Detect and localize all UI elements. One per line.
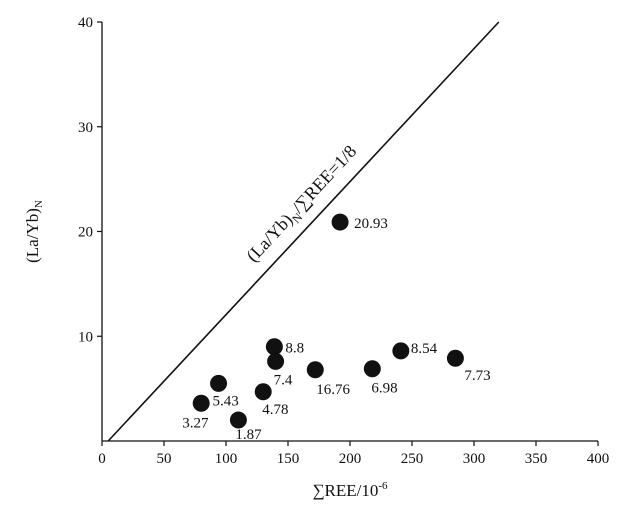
x-tick-label: 250 <box>401 451 424 467</box>
data-label: 5.43 <box>213 393 239 409</box>
x-tick-label: 200 <box>339 451 362 467</box>
data-points: 3.275.43 1.874.78 8.8 7.4 16.76 20.93 6.98 8.54… <box>182 213 491 443</box>
data-point <box>254 383 272 401</box>
x-axis-title-main: ∑REE/10 <box>312 481 378 500</box>
y-tick-label: 40 <box>78 15 93 31</box>
data-point <box>306 361 324 379</box>
x-tick-label: 0 <box>98 451 106 467</box>
data-label: 8.8 <box>285 341 304 357</box>
x-tick-label: 400 <box>587 451 610 467</box>
x-tick-label: 150 <box>277 451 300 467</box>
axes: 0 50 100 150 200 250 300 350 400 10 20 30 40 <box>78 15 609 467</box>
data-point <box>267 352 285 370</box>
axis-titles: ∑REE/10-6 (La/Yb)N <box>23 200 388 500</box>
ref-label-rest: /∑REE=1/8 <box>288 141 361 217</box>
y-tick-label: 20 <box>78 225 93 241</box>
y-axis-title: (La/Yb)N <box>23 200 45 263</box>
data-label: 3.27 <box>182 415 209 431</box>
data-point <box>210 374 228 392</box>
x-tick-label: 300 <box>463 451 486 467</box>
data-point <box>331 213 349 231</box>
data-point <box>265 338 283 356</box>
reference-line-group: (La/Yb)N/∑REE=1/8 <box>107 21 500 442</box>
reference-line <box>107 21 500 442</box>
data-point <box>363 360 381 378</box>
x-tick-label: 350 <box>525 451 548 467</box>
data-label: 7.4 <box>274 372 293 388</box>
data-label: 20.93 <box>354 216 388 232</box>
x-tick-label: 50 <box>157 451 172 467</box>
data-label: 7.73 <box>464 368 490 384</box>
ref-label-main: (La/Yb) <box>242 210 297 267</box>
data-label: 6.98 <box>371 381 397 397</box>
data-point <box>446 349 464 367</box>
x-tick-label: 100 <box>215 451 238 467</box>
data-label: 1.87 <box>235 427 262 443</box>
data-label: 16.76 <box>316 382 350 398</box>
y-axis-title-sub: N <box>33 200 45 208</box>
x-axis-title: ∑REE/10-6 <box>312 480 388 500</box>
x-axis-title-sup: -6 <box>378 480 388 492</box>
y-axis-title-main: (La/Yb) <box>23 208 42 263</box>
reference-line-label: (La/Yb)N/∑REE=1/8 <box>242 141 363 268</box>
y-tick-label: 10 <box>78 329 93 345</box>
data-point <box>229 411 247 429</box>
data-point <box>392 342 410 360</box>
data-label: 4.78 <box>262 402 288 418</box>
data-label: 8.54 <box>411 341 438 357</box>
data-point <box>192 394 210 412</box>
y-tick-label: 30 <box>78 120 93 136</box>
